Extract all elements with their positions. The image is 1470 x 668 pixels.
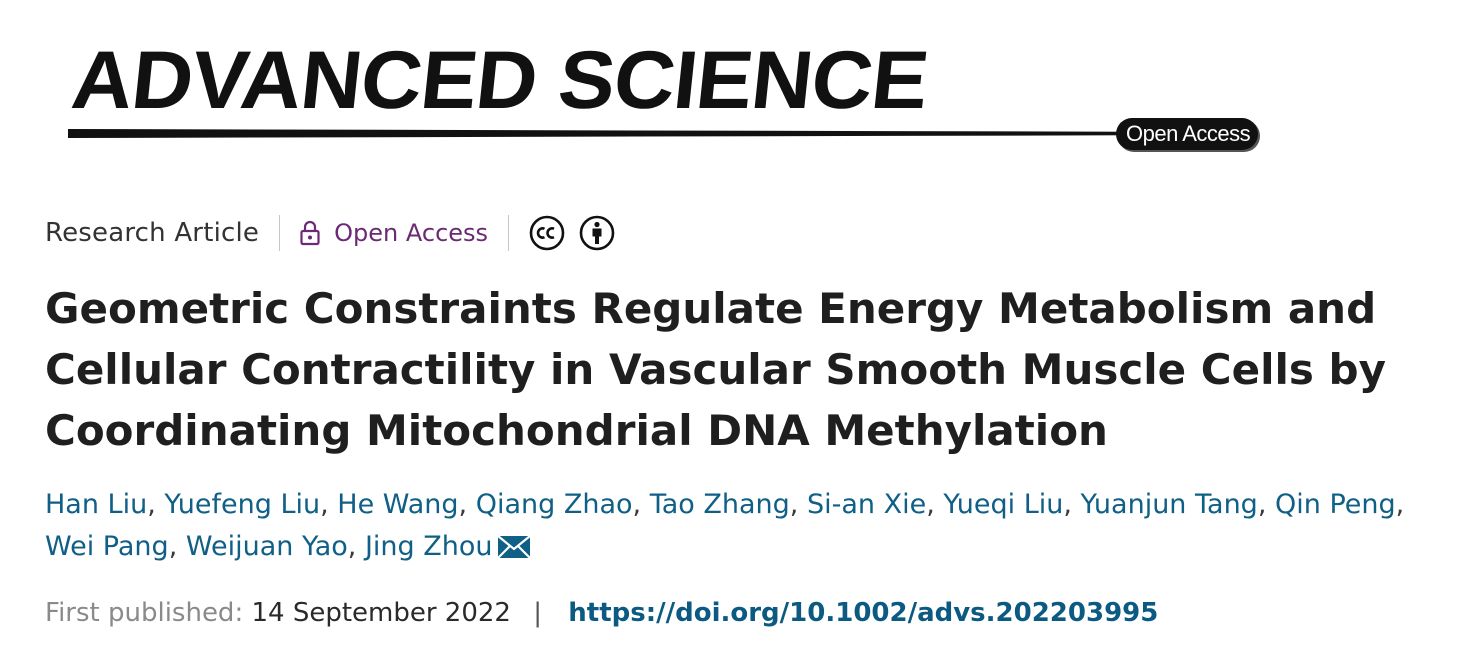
author-link[interactable]: He Wang	[337, 489, 459, 520]
divider	[279, 215, 281, 251]
article-type: Research Article	[45, 218, 260, 248]
author-separator: ,	[1063, 489, 1081, 520]
lock-open-icon	[300, 220, 320, 246]
author-link[interactable]: Yuefeng Liu	[164, 489, 321, 520]
author-separator: ,	[789, 489, 807, 520]
author-link[interactable]: Qin Peng	[1275, 489, 1396, 520]
author-link[interactable]: Tao Zhang	[649, 489, 790, 520]
cc-icon[interactable]	[529, 215, 565, 251]
envelope-icon[interactable]	[496, 535, 531, 559]
banner-rule	[68, 129, 1128, 138]
author-link[interactable]: Han Liu	[45, 489, 148, 520]
article-title: Geometric Constraints Regulate Energy Me…	[45, 284, 1386, 455]
author-link[interactable]: Yuanjun Tang	[1080, 489, 1258, 520]
attribution-icon[interactable]	[579, 215, 615, 251]
author-list: Han Liu, Yuefeng Liu, He Wang, Qiang Zha…	[45, 484, 1425, 568]
author-separator: ,	[320, 489, 338, 520]
author-separator: ,	[926, 489, 944, 520]
publication-info: First published: 14 September 2022 | htt…	[45, 592, 1158, 634]
author-separator: ,	[458, 489, 476, 520]
banner-open-access-tag: Open Access	[1116, 118, 1259, 150]
doi-link[interactable]: https://doi.org/10.1002/advs.202203995	[568, 598, 1159, 628]
publication-date: 14 September 2022	[251, 598, 511, 628]
author-link[interactable]: Si-an Xie	[806, 489, 927, 520]
divider	[508, 215, 510, 251]
author-link[interactable]: Yueqi Liu	[943, 489, 1064, 520]
author-link[interactable]: Qiang Zhao	[475, 489, 633, 520]
license-icons[interactable]	[529, 215, 629, 251]
author-separator: ,	[632, 489, 650, 520]
author-separator: ,	[1395, 489, 1405, 520]
author-separator: ,	[347, 531, 365, 562]
journal-logo: ADVANCED SCIENCE	[67, 35, 932, 126]
author-separator: ,	[168, 531, 186, 562]
author-separator: ,	[147, 489, 165, 520]
separator: |	[533, 598, 542, 628]
open-access-label: Open Access	[334, 219, 489, 247]
author-link[interactable]: Weijuan Yao	[185, 531, 348, 562]
article-meta-row: Research Article Open Access	[45, 210, 629, 256]
open-access-badge[interactable]: Open Access	[300, 219, 488, 247]
first-published-label: First published:	[45, 598, 244, 628]
journal-banner[interactable]: ADVANCED SCIENCE Open Access	[67, 35, 1273, 155]
author-link[interactable]: Jing Zhou	[364, 531, 493, 562]
author-separator: ,	[1257, 489, 1275, 520]
author-link[interactable]: Wei Pang	[45, 531, 169, 562]
